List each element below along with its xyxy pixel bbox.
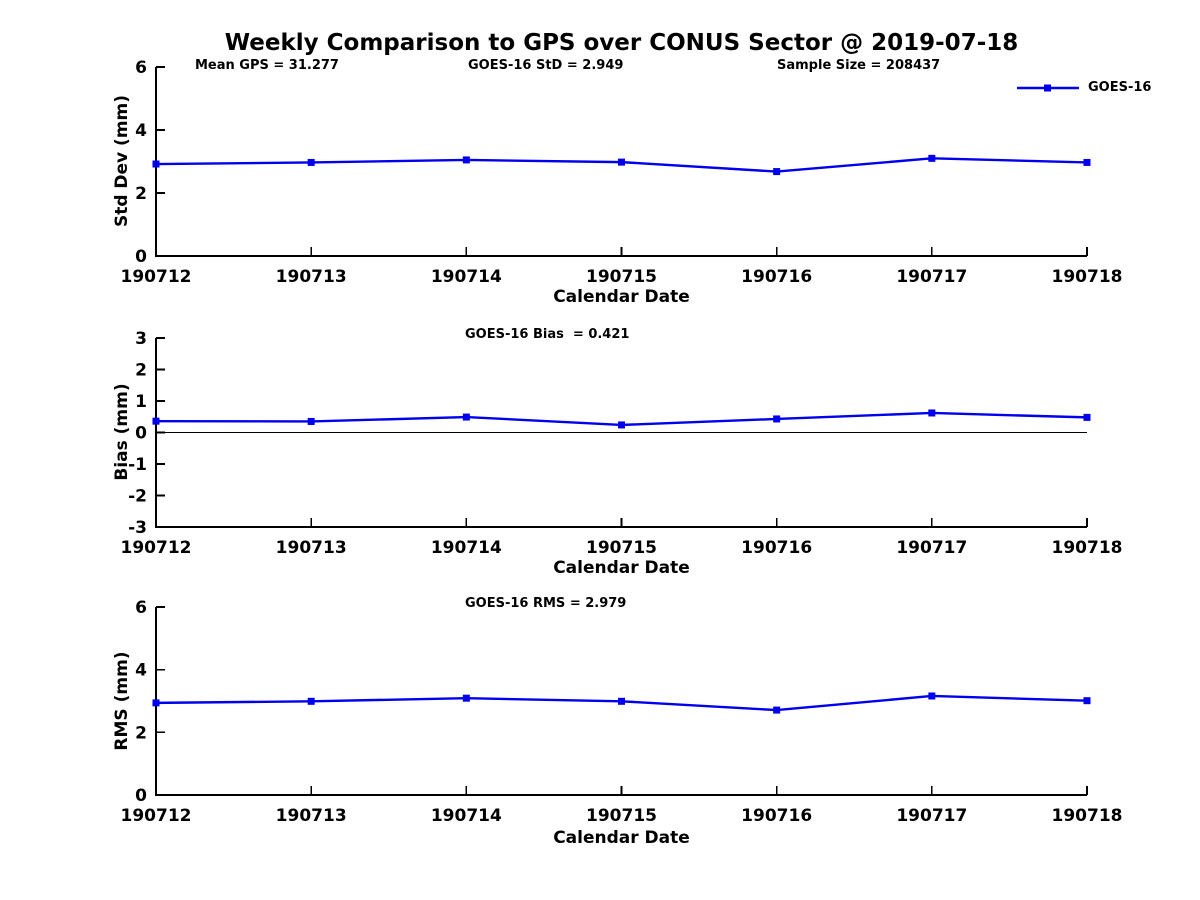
legend-line-marker-icon (1017, 84, 1079, 92)
data-point-marker (928, 154, 936, 162)
x-tick-label: 190714 (431, 267, 502, 287)
data-point-marker (462, 694, 470, 702)
xlabel-bias: Calendar Date (553, 558, 690, 578)
x-tick-label: 190718 (1052, 538, 1123, 558)
y-tick-label: 4 (135, 121, 147, 141)
data-point-marker (928, 692, 936, 700)
x-tick-label: 190712 (121, 267, 192, 287)
annotation-sample-size: Sample Size = 208437 (777, 58, 941, 73)
y-tick-label: 3 (135, 329, 147, 349)
data-point-marker (462, 156, 470, 164)
y-tick-label: 2 (135, 723, 147, 743)
y-tick-label: -2 (128, 487, 147, 507)
legend-label: GOES-16 (1088, 80, 1152, 95)
y-tick-label: 0 (135, 786, 147, 806)
x-tick-label: 190716 (741, 267, 812, 287)
plot-bias: -3 -2 -1 0 1 2 3 190712 190713 190714 190715 190716… (121, 329, 1123, 558)
data-point-marker (307, 417, 315, 425)
data-point-marker (618, 158, 625, 166)
y-tick-label: 4 (135, 661, 147, 681)
y-tick-label: 1 (135, 392, 147, 412)
y-tick-label: 6 (135, 598, 147, 618)
x-tick-label: 190714 (431, 806, 502, 826)
y-tick-label: -1 (128, 455, 147, 475)
x-tick-label: 190715 (586, 538, 657, 558)
data-point-marker (307, 158, 315, 166)
x-tick-label: 190717 (896, 267, 967, 287)
annotation-goes16-rms: GOES-16 RMS = 2.979 (465, 596, 627, 611)
data-point-marker (1083, 413, 1091, 421)
x-tick-label: 190716 (741, 806, 812, 826)
x-tick-label: 190718 (1052, 806, 1123, 826)
figure-title: Weekly Comparison to GPS over CONUS Sect… (224, 30, 1019, 56)
data-point-marker (618, 421, 625, 429)
xlabel-stddev: Calendar Date (553, 287, 690, 307)
data-point-marker (152, 699, 160, 707)
y-tick-label: -3 (128, 518, 147, 538)
x-tick-label: 190716 (741, 538, 812, 558)
x-tick-label: 190715 (586, 267, 657, 287)
data-point-marker (618, 697, 625, 705)
annotation-goes16-std: GOES-16 StD = 2.949 (468, 58, 624, 73)
x-tick-label: 190713 (276, 538, 347, 558)
annotation-goes16-bias: GOES-16 Bias = 0.421 (465, 327, 630, 342)
y-tick-label: 2 (135, 184, 147, 204)
y-tick-label: 2 (135, 361, 147, 381)
x-tick-label: 190712 (121, 538, 192, 558)
legend-marker (1044, 84, 1051, 92)
x-tick-label: 190713 (276, 806, 347, 826)
data-point-marker (1083, 697, 1091, 705)
data-point-marker (928, 409, 936, 417)
data-point-marker (307, 697, 315, 705)
y-tick-label: 6 (135, 58, 147, 78)
x-tick-label: 190714 (431, 538, 502, 558)
plot-rms: 0 2 4 6 190712 190713 190714 190715 190716 190717… (121, 598, 1123, 826)
x-tick-label: 190712 (121, 806, 192, 826)
x-tick-label: 190715 (586, 806, 657, 826)
plot-stddev: 0 2 4 6 190712 190713 190714 190715 190716 190717… (121, 58, 1123, 287)
x-tick-label: 190713 (276, 267, 347, 287)
data-point-marker (152, 417, 160, 425)
legend: GOES-16 (1016, 81, 1151, 95)
y-tick-label: 0 (135, 247, 147, 267)
y-tick-label: 0 (135, 424, 147, 444)
data-point-marker (152, 160, 160, 168)
data-point-marker (773, 706, 781, 714)
data-point-marker (773, 415, 781, 423)
data-point-marker (773, 168, 781, 176)
x-tick-label: 190717 (896, 538, 967, 558)
annotation-mean-gps: Mean GPS = 31.277 (195, 58, 339, 73)
data-point-marker (462, 413, 470, 421)
x-tick-label: 190717 (896, 806, 967, 826)
x-tick-label: 190718 (1052, 267, 1123, 287)
data-point-marker (1083, 158, 1091, 166)
xlabel-rms: Calendar Date (553, 828, 690, 848)
